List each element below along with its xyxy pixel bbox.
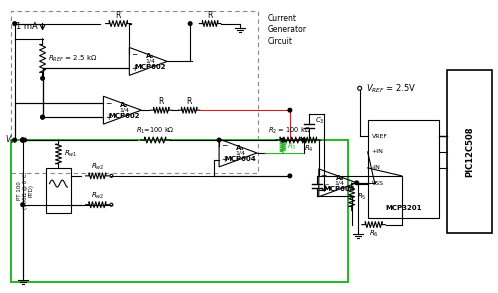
Text: $R_{REF}$ = 2.5 k$\Omega$: $R_{REF}$ = 2.5 k$\Omega$	[48, 53, 97, 64]
Circle shape	[302, 138, 306, 142]
Text: Current
Generator
Circuit: Current Generator Circuit	[268, 14, 307, 46]
Text: A₃: A₃	[236, 145, 245, 151]
Text: $R_5$: $R_5$	[357, 192, 367, 202]
Text: MCP604: MCP604	[224, 156, 256, 162]
Text: −: −	[221, 142, 227, 151]
Text: −: −	[105, 99, 112, 108]
Circle shape	[355, 181, 359, 185]
Text: $C_3$: $C_3$	[315, 116, 324, 126]
Text: +: +	[321, 185, 327, 194]
Circle shape	[41, 76, 44, 80]
Text: +: +	[131, 64, 137, 73]
Bar	[10, 11, 258, 173]
Text: $V_{IN}$: $V_{IN}$	[5, 134, 17, 146]
Text: $R_3$: $R_3$	[287, 142, 296, 151]
Text: VSS: VSS	[372, 181, 383, 186]
Text: $C_4$: $C_4$	[323, 183, 333, 193]
Text: 1/4: 1/4	[120, 108, 129, 113]
Text: $R_2$ = 100 k$\Omega$: $R_2$ = 100 k$\Omega$	[268, 126, 311, 136]
Text: VREF: VREF	[372, 134, 387, 139]
Text: $R_{w2}$: $R_{w2}$	[91, 190, 104, 201]
Text: MCP602: MCP602	[134, 64, 166, 70]
Bar	[46, 168, 72, 213]
Text: $R_1$=100 k$\Omega$: $R_1$=100 k$\Omega$	[136, 126, 175, 136]
Text: PIC12C508: PIC12C508	[465, 127, 474, 177]
Circle shape	[41, 115, 44, 119]
Circle shape	[41, 115, 44, 119]
Circle shape	[13, 22, 16, 25]
Circle shape	[23, 138, 26, 142]
Text: +IN: +IN	[372, 149, 383, 154]
Text: MCP602: MCP602	[109, 113, 140, 119]
Text: $R_{w2}$: $R_{w2}$	[91, 162, 104, 172]
Text: +: +	[221, 155, 227, 164]
Bar	[447, 70, 493, 233]
Circle shape	[21, 203, 24, 207]
Circle shape	[281, 138, 285, 142]
Text: −: −	[131, 50, 137, 59]
Bar	[10, 140, 348, 282]
Text: $R_4$: $R_4$	[304, 144, 314, 154]
Circle shape	[13, 138, 16, 142]
Text: R: R	[208, 11, 213, 20]
Text: 1/4: 1/4	[145, 59, 155, 64]
Text: MCP604: MCP604	[324, 186, 356, 192]
Text: R: R	[116, 11, 121, 20]
Text: PT 100
(100Ω @ 0°C,
RTD): PT 100 (100Ω @ 0°C, RTD)	[17, 171, 34, 209]
Circle shape	[21, 138, 24, 142]
Text: R: R	[158, 97, 164, 106]
Text: $V_{REF}$ = 2.5V: $V_{REF}$ = 2.5V	[366, 82, 416, 95]
Circle shape	[217, 138, 221, 142]
Text: 1/4: 1/4	[235, 151, 245, 156]
Text: MCP3201: MCP3201	[385, 205, 422, 211]
Text: A₂: A₂	[120, 102, 128, 108]
Bar	[368, 120, 439, 218]
Text: R: R	[186, 97, 192, 106]
Text: A₄: A₄	[336, 175, 344, 181]
Text: $R_6$: $R_6$	[369, 229, 378, 239]
Text: A₁: A₁	[146, 53, 154, 59]
Text: $R_{w1}$: $R_{w1}$	[64, 149, 77, 159]
Text: 1/4: 1/4	[335, 180, 345, 185]
Circle shape	[288, 108, 292, 112]
Text: +: +	[105, 113, 112, 122]
Text: −: −	[321, 171, 327, 180]
Circle shape	[188, 22, 192, 25]
Circle shape	[288, 174, 292, 178]
Circle shape	[21, 138, 24, 142]
Text: -IN: -IN	[372, 165, 380, 171]
Text: 1 mA: 1 mA	[16, 22, 37, 31]
